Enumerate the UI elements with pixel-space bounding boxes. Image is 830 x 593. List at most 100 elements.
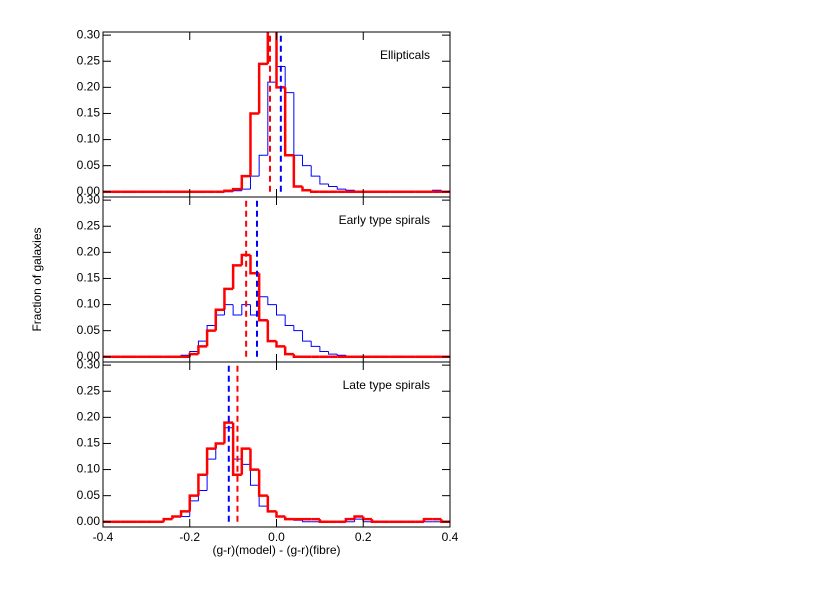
histogram-step <box>231 422 242 477</box>
y-tick-label: 0.25 <box>77 383 101 397</box>
plot-area <box>103 32 450 194</box>
histogram-step <box>292 354 303 359</box>
histogram-step <box>353 515 364 520</box>
y-tick-label: 0.20 <box>77 410 101 424</box>
panel-title: Ellipticals <box>380 48 430 62</box>
histogram-step <box>249 448 260 471</box>
histogram-step <box>328 351 338 355</box>
y-tick-label: 0.05 <box>77 488 101 502</box>
histogram-step <box>215 442 225 460</box>
histogram-step <box>231 264 242 289</box>
x-axis-label: (g-r)(model) - (g-r)(fibre) <box>213 543 341 557</box>
histogram-step <box>362 516 372 521</box>
y-tick-label: 0.25 <box>77 218 101 232</box>
y-axis-label: Fraction of galaxies <box>30 227 44 331</box>
histogram-step <box>258 154 268 177</box>
x-tick-label: 0.0 <box>268 530 285 544</box>
y-tick-label: 0.30 <box>77 27 101 41</box>
histogram-step <box>422 517 433 522</box>
histogram-step <box>241 188 251 191</box>
histogram-step <box>214 308 225 331</box>
histogram-step <box>328 183 338 188</box>
histogram-step <box>283 87 294 157</box>
histogram-step <box>223 421 234 444</box>
histogram-step <box>232 427 242 460</box>
panel-title: Late type spirals <box>343 378 430 392</box>
histogram-step <box>188 352 199 357</box>
histogram-step <box>197 345 208 355</box>
histogram-step <box>206 324 216 342</box>
histogram-step <box>171 515 182 520</box>
histogram-step <box>215 314 225 326</box>
histogram-step <box>257 273 268 322</box>
histogram-step <box>302 155 312 167</box>
y-tick-label: 0.10 <box>77 462 101 476</box>
histogram-step <box>223 189 234 192</box>
histogram-step <box>302 330 312 342</box>
histogram-step <box>206 458 216 491</box>
y-tick-label: 0.25 <box>77 53 101 67</box>
panel-title: Early type spirals <box>339 213 430 227</box>
y-tick-label: 0.00 <box>77 184 101 198</box>
plot-area <box>103 362 450 524</box>
histogram-step <box>266 495 277 513</box>
histogram-step <box>249 464 260 486</box>
histogram-step <box>249 175 260 190</box>
x-tick-label: -0.4 <box>93 530 114 544</box>
plot-area <box>103 197 450 359</box>
histogram-step <box>319 346 329 353</box>
histogram-step <box>336 354 346 356</box>
histogram-step <box>275 511 286 518</box>
histogram-step <box>283 346 294 356</box>
histogram-step <box>284 315 294 326</box>
y-tick-label: 0.00 <box>77 514 101 528</box>
histogram-step <box>240 174 251 190</box>
y-tick-label: 0.20 <box>77 245 101 259</box>
histogram-step <box>310 341 320 347</box>
histogram-step <box>257 62 268 114</box>
y-tick-label: 0.05 <box>77 158 101 172</box>
histogram-step <box>197 473 208 496</box>
x-tick-label: 0.2 <box>355 530 372 544</box>
histogram-step <box>214 442 225 449</box>
histogram-step <box>293 325 303 332</box>
histogram-step <box>258 296 268 316</box>
histogram-step <box>267 81 277 156</box>
histogram-step <box>309 190 320 194</box>
histogram-step <box>345 189 355 191</box>
histogram-step <box>257 469 268 497</box>
histogram-step <box>267 296 277 306</box>
histogram-step <box>232 304 242 316</box>
histogram-step <box>284 66 294 94</box>
histogram-step <box>223 287 234 310</box>
histogram-step <box>292 155 303 188</box>
histogram-step <box>275 341 286 348</box>
histogram-step <box>319 176 329 185</box>
histogram-step <box>179 510 190 517</box>
y-tick-label: 0.10 <box>77 132 101 146</box>
histogram-step <box>189 500 199 517</box>
histogram-step <box>241 459 251 465</box>
y-tick-label: 0.15 <box>77 106 101 120</box>
histogram-step <box>205 329 216 347</box>
histogram-step <box>293 92 303 156</box>
y-tick-label: 0.30 <box>77 192 101 206</box>
histogram-step <box>205 447 216 475</box>
histogram-step <box>223 304 234 316</box>
histogram-step <box>240 447 251 475</box>
y-tick-label: 0.15 <box>77 271 101 285</box>
histogram-step <box>275 32 286 89</box>
histogram-step <box>336 186 346 190</box>
histogram-step <box>302 520 312 523</box>
histogram-step <box>344 517 355 522</box>
histogram-step <box>283 516 294 521</box>
y-tick-label: 0.05 <box>77 323 101 337</box>
histogram-step <box>240 253 251 266</box>
histogram-step <box>197 489 208 501</box>
y-tick-label: 0.10 <box>77 297 101 311</box>
histogram-step <box>231 187 242 191</box>
histogram-step <box>188 494 199 512</box>
histogram-step <box>241 304 251 316</box>
histogram-step <box>266 32 270 64</box>
